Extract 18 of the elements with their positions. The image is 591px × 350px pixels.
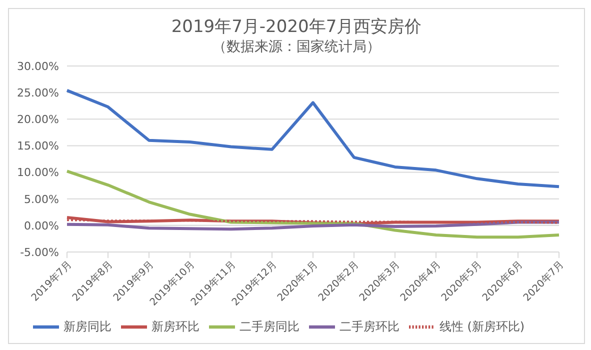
line-series [66, 220, 560, 231]
y-tick-label: 0.00% [24, 219, 59, 232]
y-tick-label: 20.00% [17, 113, 59, 126]
chart-title: 2019年7月-2020年7月西安房价 [170, 16, 423, 38]
y-tick-label: 15.00% [17, 140, 59, 153]
y-tick-label: 30.00% [17, 60, 59, 73]
legend-label: 线性 (新房环比) [439, 319, 525, 334]
y-tick-label: 5.00% [24, 192, 59, 206]
line-series [66, 170, 560, 239]
line-series [66, 88, 560, 188]
y-tick-label: 10.00% [17, 166, 59, 180]
legend-label: 新房环比 [151, 319, 200, 334]
legend-label: 二手房同比 [239, 319, 300, 334]
y-tick-label: 25.00% [17, 86, 59, 100]
legend-label: 二手房环比 [339, 319, 400, 334]
chart-subtitle: （数据来源：国家统计局） [212, 38, 382, 56]
legend-label: 新房同比 [63, 319, 112, 334]
y-tick-label: -5.00% [20, 246, 59, 259]
